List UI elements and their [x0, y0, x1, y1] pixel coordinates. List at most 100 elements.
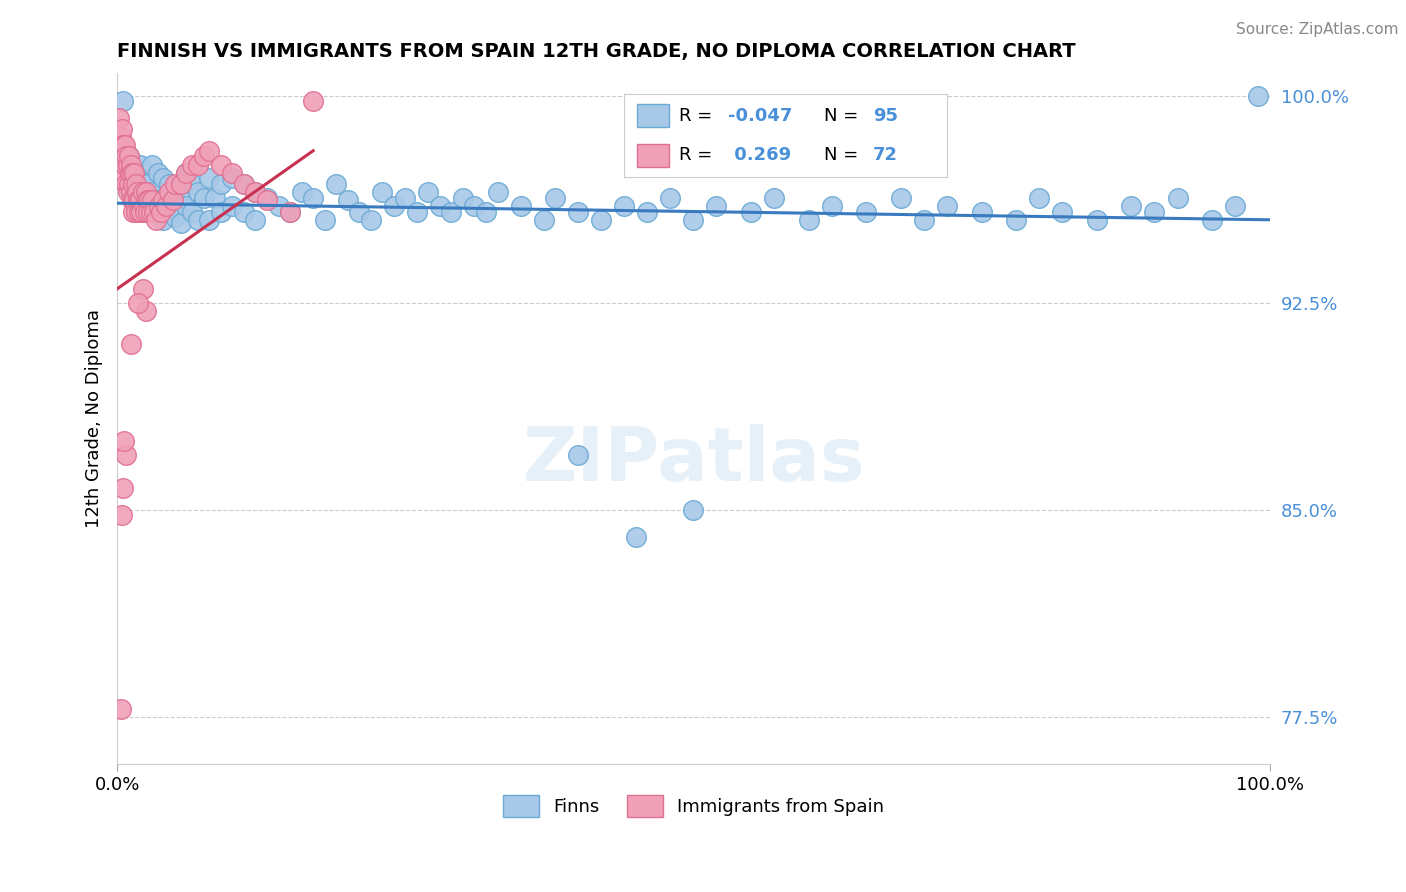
Point — [636, 204, 658, 219]
Point — [394, 191, 416, 205]
Point — [1005, 212, 1028, 227]
Point — [451, 191, 474, 205]
Point — [125, 185, 148, 199]
Point — [890, 191, 912, 205]
Point — [209, 177, 232, 191]
Point — [152, 194, 174, 208]
Point — [111, 138, 134, 153]
Point — [1121, 199, 1143, 213]
Point — [209, 204, 232, 219]
Point — [115, 149, 138, 163]
Point — [135, 177, 157, 191]
Point — [141, 194, 163, 208]
Point — [418, 185, 440, 199]
Point — [181, 177, 204, 191]
Point — [155, 199, 177, 213]
Text: ZIPatlas: ZIPatlas — [522, 424, 865, 497]
Point — [110, 701, 132, 715]
Point — [613, 199, 636, 213]
Point — [336, 194, 359, 208]
Point — [121, 166, 143, 180]
Point — [198, 212, 221, 227]
Point — [114, 157, 136, 171]
Point — [141, 185, 163, 199]
Point — [1085, 212, 1108, 227]
Point — [659, 191, 682, 205]
Point — [591, 212, 613, 227]
Point — [139, 204, 162, 219]
Point — [124, 166, 146, 180]
Point — [124, 194, 146, 208]
Point — [278, 204, 301, 219]
Point — [821, 199, 844, 213]
Point — [135, 185, 157, 199]
Point — [134, 204, 156, 219]
Point — [245, 212, 267, 227]
Point — [118, 149, 141, 163]
Point — [1247, 88, 1270, 103]
Point — [131, 282, 153, 296]
Point — [111, 149, 134, 163]
Point — [267, 199, 290, 213]
Point — [193, 149, 215, 163]
Point — [122, 177, 145, 191]
Point — [121, 194, 143, 208]
Point — [233, 204, 256, 219]
Point — [163, 177, 186, 191]
Point — [135, 199, 157, 213]
Point — [112, 149, 135, 163]
Point — [371, 185, 394, 199]
Point — [533, 212, 555, 227]
Point — [131, 185, 153, 199]
Point — [855, 204, 877, 219]
Point — [169, 191, 191, 205]
Point — [291, 185, 314, 199]
Point — [152, 171, 174, 186]
Point — [111, 508, 134, 523]
Point — [221, 171, 243, 186]
Point — [111, 166, 134, 180]
Point — [111, 481, 134, 495]
Point — [120, 185, 142, 199]
Point — [193, 191, 215, 205]
Point — [169, 215, 191, 229]
Point — [115, 177, 138, 191]
Legend: Finns, Immigrants from Spain: Finns, Immigrants from Spain — [495, 788, 891, 824]
Point — [129, 194, 152, 208]
Point — [682, 502, 704, 516]
Point — [1052, 204, 1074, 219]
Point — [148, 199, 170, 213]
Point — [141, 157, 163, 171]
Point — [149, 204, 172, 219]
Point — [124, 166, 146, 180]
Point — [120, 337, 142, 351]
Point — [157, 177, 180, 191]
Point — [129, 171, 152, 186]
Point — [1166, 191, 1188, 205]
Point — [110, 130, 132, 145]
Point — [233, 177, 256, 191]
Point — [112, 434, 135, 448]
Point — [169, 177, 191, 191]
Point — [131, 204, 153, 219]
Point — [245, 185, 267, 199]
Point — [146, 194, 169, 208]
Point — [256, 191, 278, 205]
Point — [1028, 191, 1050, 205]
Point — [122, 204, 145, 219]
Point — [440, 204, 463, 219]
Point — [114, 138, 136, 153]
Point — [118, 177, 141, 191]
Point — [162, 194, 184, 208]
Point — [152, 212, 174, 227]
Point — [706, 199, 728, 213]
Point — [233, 177, 256, 191]
Point — [124, 177, 146, 191]
Point — [138, 194, 160, 208]
Point — [405, 204, 427, 219]
Point — [509, 199, 531, 213]
Point — [141, 204, 163, 219]
Point — [163, 210, 186, 224]
Point — [117, 157, 139, 171]
Point — [176, 199, 198, 213]
